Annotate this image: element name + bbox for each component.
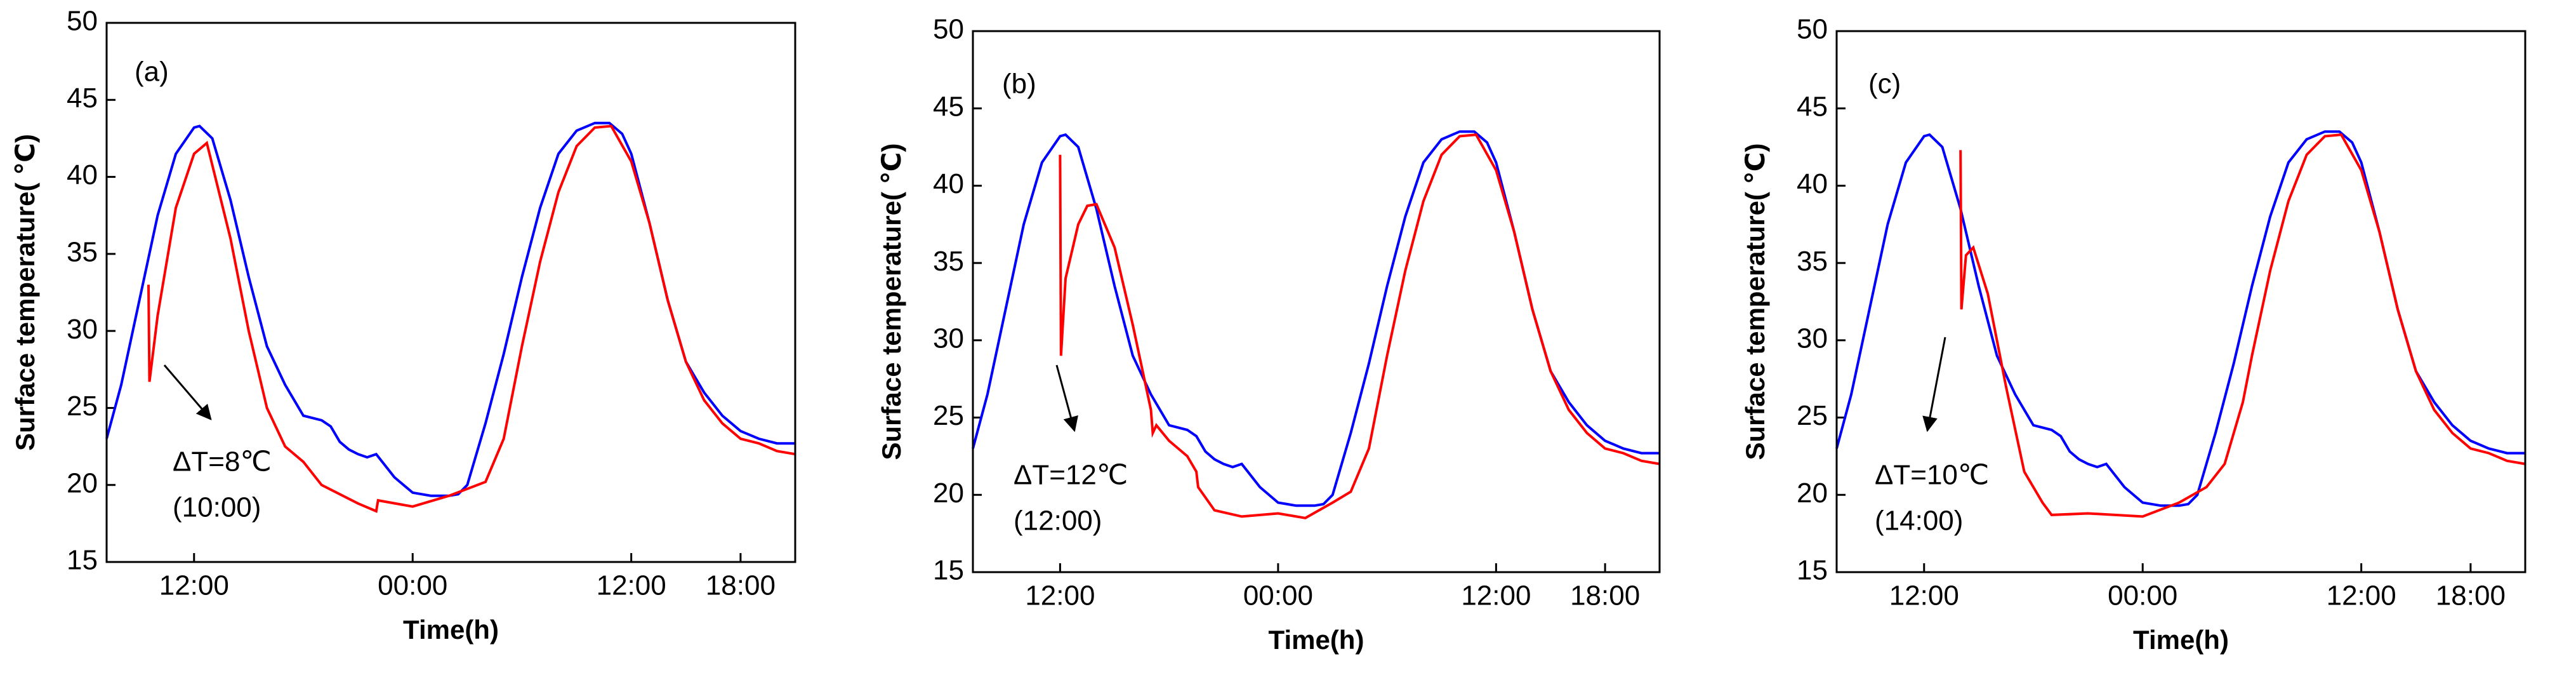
x-tick-label: 12:00 [1025, 580, 1095, 612]
y-tick-label: 30 [67, 314, 98, 345]
y-tick-label: 45 [1797, 91, 1828, 122]
y-axis-label: Surface temperature( ℃) [1740, 144, 1770, 460]
data-line [147, 124, 796, 513]
annotation-arrow [163, 364, 212, 420]
panel-label: (c) [1868, 69, 1901, 100]
panel-label: (b) [1002, 69, 1036, 100]
annotation: (12:00) [1014, 505, 1102, 537]
data-line [1959, 133, 2526, 518]
y-tick-label: 45 [67, 83, 98, 114]
data-line [105, 121, 795, 497]
x-tick-label: 00:00 [1243, 580, 1313, 612]
x-axis-label: Time(h) [403, 615, 499, 645]
x-axis-label: Time(h) [1269, 625, 1364, 655]
panel: 15 20 25 30 35 40 45 50 12:00 00:00 12:00 18:00 Time… [876, 14, 1661, 655]
panel-label: (a) [135, 57, 169, 88]
y-tick-label: 50 [933, 14, 964, 45]
annotation: ΔT=12℃ [1014, 460, 1128, 491]
annotation-arrow [1055, 364, 1078, 432]
y-tick-label: 15 [1797, 555, 1828, 586]
x-tick-label: 12:00 [1461, 580, 1531, 612]
annotation: ΔT=10℃ [1875, 460, 1989, 491]
annotation: (10:00) [173, 492, 261, 523]
x-tick-label: 12:00 [1889, 580, 1959, 612]
x-tick-label: 12:00 [597, 570, 666, 601]
y-tick-label: 30 [1797, 323, 1828, 354]
x-tick-label: 00:00 [378, 570, 447, 601]
y-tick-label: 25 [67, 391, 98, 422]
y-tick-label: 40 [1797, 168, 1828, 199]
y-tick-label: 15 [933, 555, 964, 586]
y-tick-label: 40 [933, 168, 964, 199]
y-tick-label: 20 [933, 478, 964, 509]
y-tick-label: 50 [1797, 14, 1828, 45]
plot-frame [972, 30, 1661, 573]
x-tick-label: 12:00 [159, 570, 229, 601]
y-tick-label: 40 [67, 159, 98, 191]
panel: 15 20 25 30 35 40 45 50 12:00 00:00 12:00 18:00 Time… [1740, 14, 2526, 655]
y-tick-label: 25 [933, 400, 964, 431]
x-tick-label: 18:00 [706, 570, 776, 601]
annotation-arrow [1922, 337, 1946, 432]
plot-frame [1835, 30, 2526, 573]
y-tick-label: 35 [67, 236, 98, 267]
x-tick-label: 00:00 [2108, 580, 2177, 612]
y-axis-label: Surface temperature( ℃) [876, 144, 906, 460]
y-tick-label: 20 [67, 467, 98, 498]
data-line [972, 130, 1660, 507]
x-tick-label: 18:00 [1570, 580, 1640, 612]
y-tick-label: 35 [1797, 246, 1828, 277]
y-tick-label: 15 [67, 545, 98, 576]
annotation: (14:00) [1875, 505, 1963, 537]
x-axis-label: Time(h) [2133, 625, 2229, 655]
y-tick-label: 20 [1797, 478, 1828, 509]
y-tick-label: 25 [1797, 400, 1828, 431]
plot-frame [105, 22, 796, 563]
y-tick-label: 50 [67, 6, 98, 37]
x-tick-label: 18:00 [2436, 580, 2506, 612]
panel: 15 20 25 30 35 40 45 50 12:00 00:00 12:00 18:00 Time… [10, 6, 796, 645]
annotation: ΔT=8℃ [173, 446, 272, 478]
y-tick-label: 35 [933, 246, 964, 277]
y-tick-label: 30 [933, 323, 964, 354]
y-tick-label: 45 [933, 91, 964, 122]
x-tick-label: 12:00 [2327, 580, 2396, 612]
data-line [1059, 133, 1660, 519]
data-line [1835, 130, 2525, 507]
y-axis-label: Surface temperature( ℃) [10, 134, 40, 451]
